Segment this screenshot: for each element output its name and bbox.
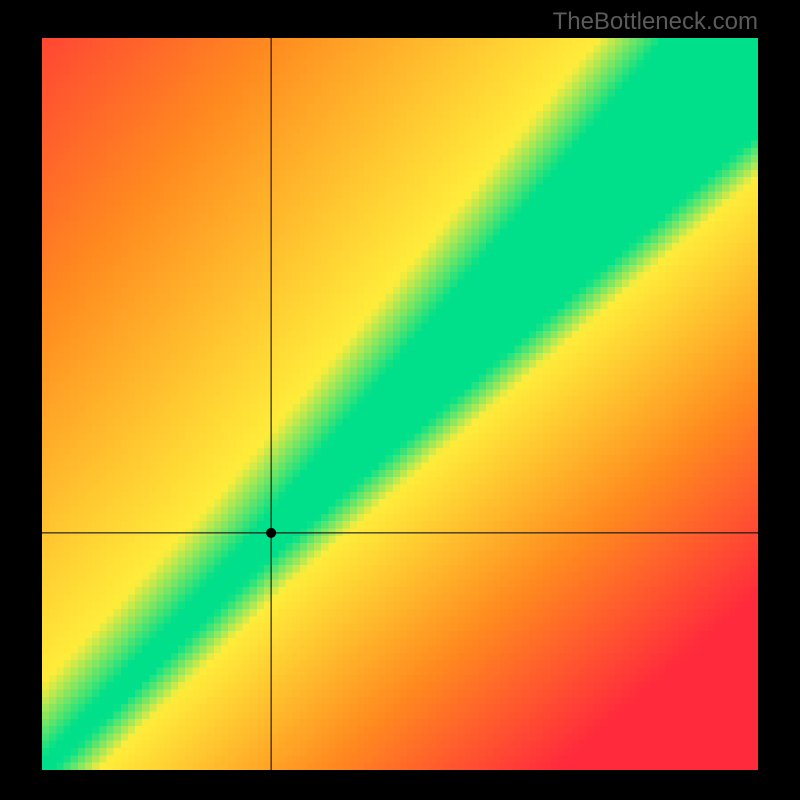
bottleneck-heatmap xyxy=(42,38,758,770)
watermark-text: TheBottleneck.com xyxy=(553,8,758,36)
chart-container: TheBottleneck.com xyxy=(0,0,800,800)
